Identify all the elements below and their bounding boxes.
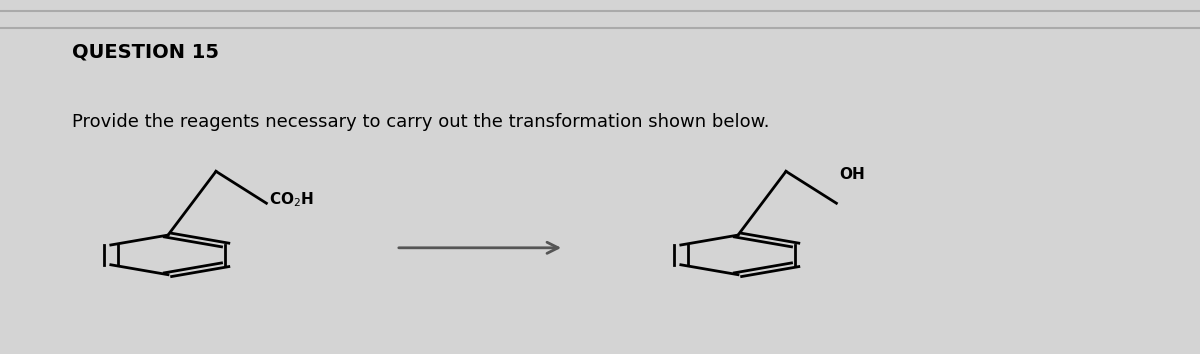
Text: Provide the reagents necessary to carry out the transformation shown below.: Provide the reagents necessary to carry … — [72, 113, 769, 131]
Text: OH: OH — [839, 167, 864, 182]
Text: QUESTION 15: QUESTION 15 — [72, 42, 220, 62]
Text: CO$_2$H: CO$_2$H — [269, 190, 313, 209]
